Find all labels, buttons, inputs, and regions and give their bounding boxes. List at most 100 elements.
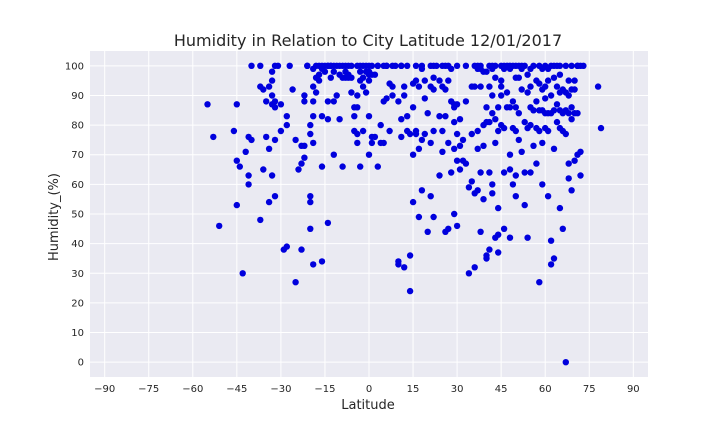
data-point — [359, 74, 367, 81]
data-point — [348, 89, 355, 96]
data-point — [527, 83, 534, 90]
data-point — [495, 249, 502, 256]
data-point — [307, 121, 314, 129]
data-point — [556, 204, 564, 212]
data-point — [495, 127, 502, 135]
data-point — [395, 261, 402, 268]
data-point — [406, 130, 414, 138]
data-point — [489, 181, 496, 188]
data-point — [307, 130, 314, 138]
data-point — [445, 77, 452, 84]
data-point — [371, 133, 379, 141]
data-point — [389, 92, 396, 99]
data-point — [418, 187, 426, 194]
x-tick-label: 90 — [627, 384, 640, 395]
data-point — [307, 193, 314, 200]
data-point — [495, 104, 502, 111]
data-point — [506, 166, 514, 173]
data-point — [283, 121, 290, 129]
data-point — [277, 127, 285, 135]
data-point — [374, 62, 381, 69]
data-point — [486, 246, 493, 253]
data-point — [448, 65, 455, 73]
data-point — [301, 154, 308, 161]
data-point — [233, 201, 240, 209]
data-point — [357, 163, 364, 170]
data-point — [512, 172, 519, 179]
data-point — [292, 279, 299, 286]
data-point — [354, 139, 361, 147]
data-point — [453, 222, 461, 230]
data-point — [486, 118, 493, 126]
data-point — [265, 83, 273, 90]
data-point — [236, 163, 243, 170]
x-tick-label: −15 — [314, 384, 335, 395]
data-point — [518, 148, 525, 155]
y-tick-label: 0 — [78, 358, 84, 369]
data-point — [330, 68, 337, 75]
data-point — [530, 142, 537, 149]
x-tick-label: −60 — [182, 384, 203, 395]
data-point — [398, 116, 405, 123]
y-tick-label: 50 — [71, 210, 84, 221]
data-point — [383, 95, 390, 102]
data-point — [433, 62, 440, 69]
data-point — [456, 142, 464, 149]
data-point — [453, 62, 461, 69]
data-point — [530, 107, 537, 114]
data-point — [597, 124, 605, 132]
data-point — [421, 95, 428, 102]
data-point — [371, 71, 379, 78]
data-point — [492, 116, 499, 123]
data-point — [274, 62, 282, 69]
y-tick-label: 30 — [71, 269, 84, 280]
data-point — [301, 142, 308, 149]
data-point — [495, 204, 502, 212]
data-point — [380, 139, 387, 147]
data-point — [553, 83, 561, 90]
data-point — [286, 62, 293, 69]
data-point — [565, 92, 572, 99]
data-point — [268, 77, 276, 84]
data-point — [321, 68, 329, 75]
data-point — [503, 89, 511, 96]
data-point — [430, 74, 437, 81]
data-point — [395, 98, 402, 105]
data-point — [445, 139, 452, 147]
data-point — [406, 252, 414, 259]
data-point — [562, 359, 569, 366]
data-point — [489, 190, 496, 197]
data-point — [310, 83, 317, 90]
data-point — [580, 62, 587, 69]
data-point — [268, 68, 276, 75]
data-point — [456, 166, 464, 173]
data-point — [568, 116, 575, 123]
data-point — [283, 113, 290, 120]
x-tick-label: 15 — [407, 384, 420, 395]
data-point — [374, 163, 381, 170]
data-point — [544, 193, 552, 200]
data-point — [439, 127, 446, 135]
data-point — [465, 184, 473, 191]
data-point — [239, 270, 246, 277]
data-point — [512, 104, 519, 111]
data-point — [260, 166, 267, 173]
data-point — [474, 187, 481, 194]
data-point — [348, 62, 355, 69]
data-point — [544, 127, 552, 135]
data-point — [533, 98, 540, 105]
data-point — [362, 89, 370, 96]
data-point — [489, 92, 496, 99]
data-point — [568, 62, 575, 69]
data-point — [577, 172, 584, 179]
data-point — [562, 62, 569, 69]
data-point — [521, 169, 528, 176]
data-point — [474, 145, 481, 152]
data-point — [547, 237, 555, 244]
data-point — [553, 101, 561, 108]
data-point — [389, 83, 396, 90]
data-point — [550, 255, 558, 262]
x-tick-label: −45 — [226, 384, 247, 395]
data-point — [365, 77, 373, 84]
data-point — [354, 130, 361, 138]
